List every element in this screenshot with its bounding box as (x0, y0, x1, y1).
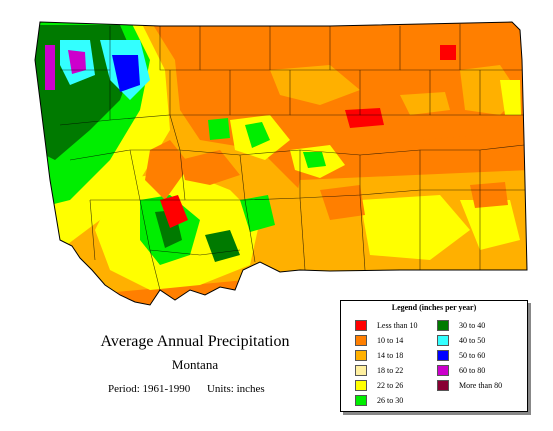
legend-label: 18 to 22 (377, 365, 404, 375)
legend-swatch (355, 379, 367, 391)
legend-item: 10 to 14 (355, 334, 403, 346)
legend-swatch (355, 349, 367, 361)
legend-swatch (437, 364, 449, 376)
legend-label: 60 to 80 (459, 365, 486, 375)
legend-item: 22 to 26 (355, 379, 403, 391)
legend-item: 50 to 60 (437, 349, 485, 361)
legend-swatch (355, 364, 367, 376)
legend-item: 14 to 18 (355, 349, 403, 361)
legend-item: More than 80 (437, 379, 502, 391)
legend-swatch (437, 319, 449, 331)
period-label: Period: 1961-1990 (108, 383, 191, 395)
legend-swatch (355, 319, 367, 331)
legend-swatch (437, 334, 449, 346)
legend-item: 40 to 50 (437, 334, 485, 346)
legend-item: 30 to 40 (437, 319, 485, 331)
period-units-row: Period: 1961-1990 Units: inches (108, 383, 265, 395)
legend-label: 10 to 14 (377, 335, 404, 345)
legend-item: Less than 10 (355, 319, 417, 331)
legend-swatch (355, 394, 367, 406)
legend-item: 26 to 30 (355, 394, 403, 406)
legend-label: 14 to 18 (377, 350, 404, 360)
legend-title: Legend (inches per year) (391, 303, 477, 312)
legend-label: 40 to 50 (459, 335, 486, 345)
legend-item: 60 to 80 (437, 364, 485, 376)
legend-swatch (355, 334, 367, 346)
legend-label: More than 80 (459, 380, 503, 390)
legend-label: 22 to 26 (377, 380, 404, 390)
map-subtitle: Montana (171, 357, 219, 372)
legend-label: Less than 10 (377, 320, 418, 330)
legend-label: 30 to 40 (459, 320, 486, 330)
legend-swatch (437, 349, 449, 361)
legend: Legend (inches per year) Less than 10 10… (340, 300, 528, 412)
map-title: Average Annual Precipitation (100, 333, 290, 350)
units-label: Units: inches (206, 383, 265, 395)
legend-label: 50 to 60 (459, 350, 486, 360)
legend-label: 26 to 30 (377, 395, 404, 405)
legend-swatch (437, 379, 449, 391)
title-block: Average Annual Precipitation Montana (60, 333, 330, 373)
legend-item: 18 to 22 (355, 364, 403, 376)
